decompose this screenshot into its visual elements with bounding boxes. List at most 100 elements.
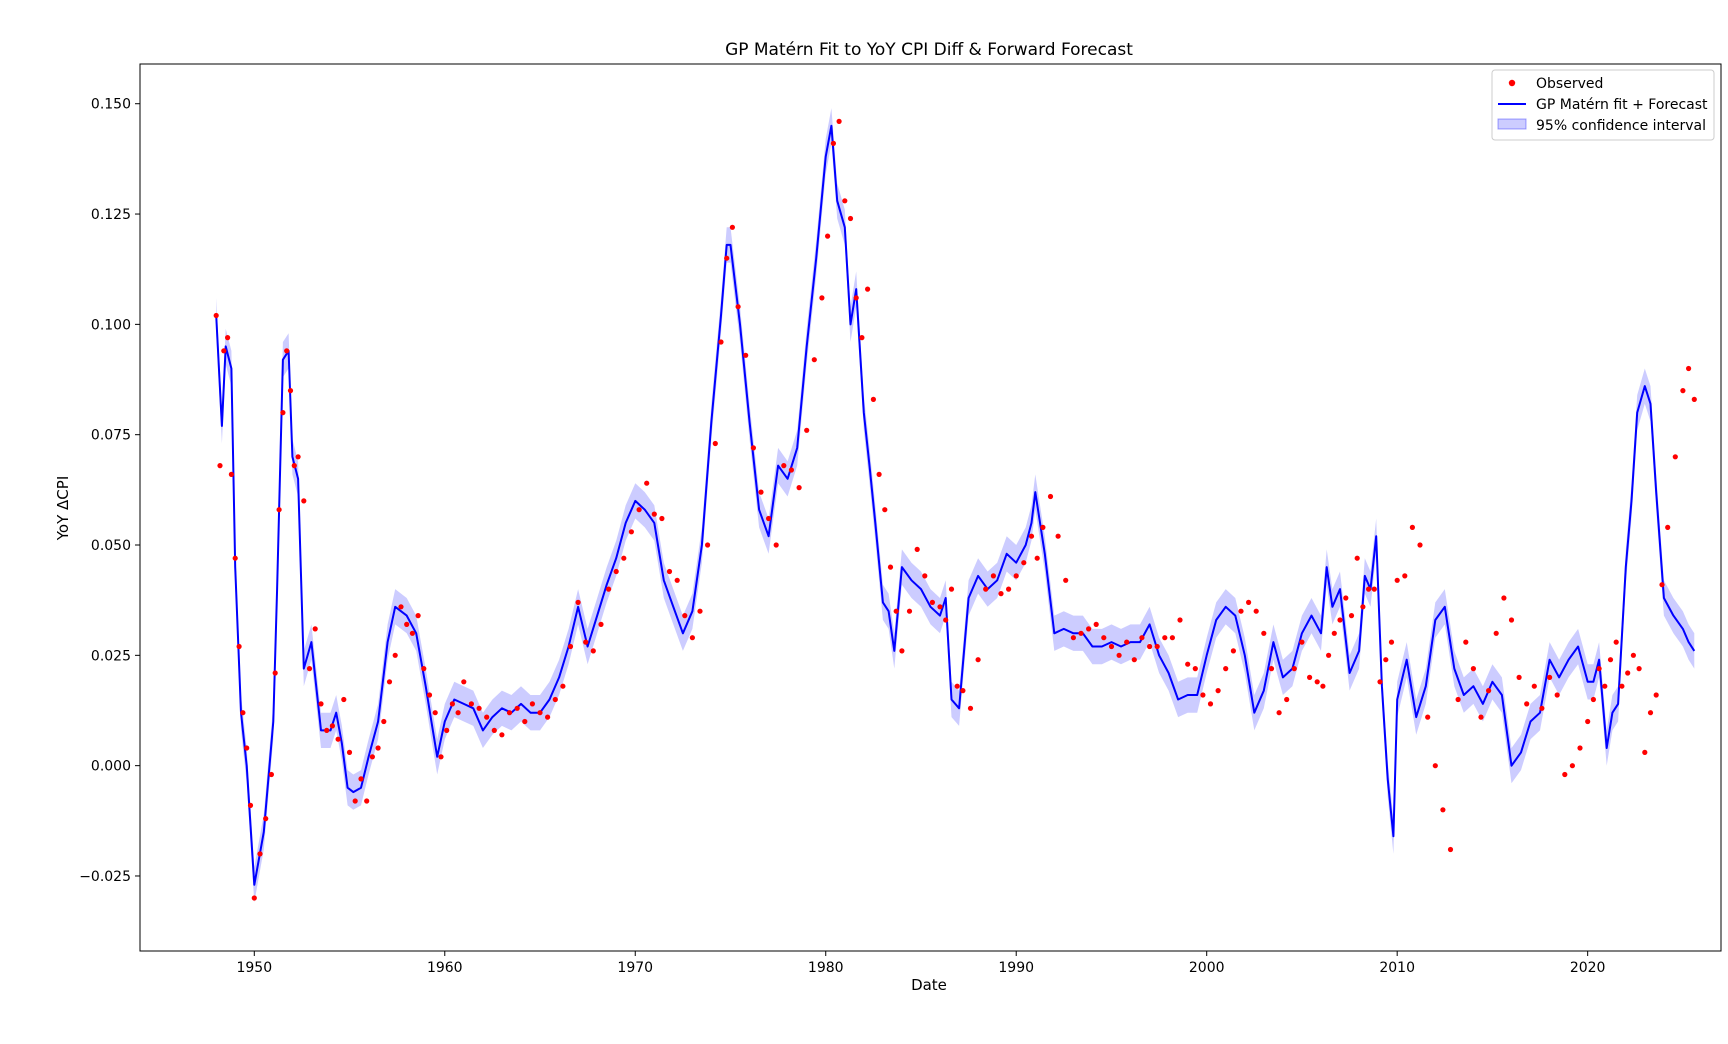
- y-tick-label: −0.025: [79, 869, 131, 885]
- y-tick-label: 0.050: [91, 538, 131, 554]
- observed-point: [1613, 639, 1619, 645]
- x-tick-label: 1960: [427, 960, 463, 976]
- observed-point: [295, 454, 301, 460]
- observed-point: [335, 736, 341, 742]
- observed-point: [906, 608, 913, 614]
- observed-point: [1343, 595, 1349, 601]
- observed-point: [724, 255, 730, 261]
- observed-point: [1432, 763, 1438, 769]
- observed-point: [1047, 493, 1054, 500]
- observed-point: [1647, 710, 1654, 716]
- observed-point: [1371, 586, 1377, 592]
- observed-point: [705, 542, 711, 548]
- observed-point: [263, 816, 269, 822]
- observed-point: [682, 613, 688, 619]
- observed-point: [1093, 621, 1099, 628]
- observed-point: [870, 396, 877, 402]
- observed-point: [1028, 533, 1035, 539]
- observed-point: [358, 776, 364, 782]
- observed-point: [1539, 705, 1545, 711]
- observed-point: [1131, 657, 1137, 663]
- observed-point: [1284, 696, 1290, 703]
- observed-point: [1486, 688, 1492, 694]
- observed-point: [461, 679, 467, 685]
- observed-point: [1215, 688, 1221, 694]
- observed-point: [1366, 586, 1372, 592]
- observed-point: [1562, 771, 1568, 778]
- observed-point: [369, 754, 375, 760]
- observed-point: [1185, 661, 1191, 667]
- observed-point: [1619, 683, 1625, 689]
- observed-point: [975, 657, 981, 663]
- observed-point: [552, 696, 558, 703]
- observed-point: [468, 701, 474, 707]
- observed-point: [522, 718, 528, 725]
- observed-point: [1348, 613, 1355, 619]
- observed-point: [247, 802, 254, 809]
- observed-point: [943, 617, 949, 623]
- observed-point: [575, 599, 581, 606]
- observed-point: [865, 286, 871, 292]
- confidence-band: [216, 108, 1695, 903]
- observed-point: [1508, 617, 1515, 623]
- observed-point: [404, 621, 410, 628]
- observed-point: [1672, 454, 1678, 460]
- observed-point: [291, 463, 297, 469]
- observed-point: [893, 608, 899, 614]
- y-tick-label: 0.000: [91, 759, 131, 775]
- observed-point: [287, 388, 294, 394]
- observed-point: [221, 348, 227, 354]
- observed-point: [899, 648, 905, 654]
- observed-point: [847, 215, 854, 222]
- observed-point: [1307, 674, 1313, 681]
- observed-point: [1063, 577, 1069, 583]
- observed-point: [1253, 608, 1259, 614]
- observed-point: [1207, 701, 1214, 707]
- observed-point: [268, 771, 274, 778]
- observed-point: [1463, 639, 1469, 645]
- observed-point: [499, 732, 505, 738]
- x-tick-label: 1950: [236, 960, 272, 976]
- observed-point: [1223, 666, 1229, 672]
- observed-point: [1291, 666, 1297, 672]
- observed-point: [225, 335, 231, 341]
- observed-point: [251, 895, 257, 901]
- observed-point: [1440, 807, 1446, 813]
- plot-area: [213, 108, 1697, 903]
- observed-point: [346, 749, 353, 756]
- x-axis: 1950 1960 1970 1980 1990 2000 2010 2020: [236, 951, 1605, 976]
- observed-point: [1447, 846, 1454, 853]
- observed-point: [998, 591, 1004, 597]
- observed-point: [1246, 599, 1252, 606]
- observed-point: [628, 529, 635, 535]
- x-tick-label: 2000: [1189, 960, 1225, 976]
- observed-point: [1607, 657, 1614, 663]
- observed-point: [1585, 718, 1591, 725]
- observed-point: [743, 352, 749, 358]
- x-tick-label: 2020: [1570, 960, 1606, 976]
- observed-point: [228, 471, 234, 477]
- observed-point: [1177, 617, 1183, 623]
- observed-point: [882, 507, 888, 513]
- observed-point: [659, 515, 665, 522]
- observed-point: [836, 118, 842, 124]
- observed-point: [1691, 396, 1697, 402]
- observed-point: [1577, 745, 1583, 751]
- observed-point: [1200, 692, 1206, 698]
- observed-point: [644, 480, 650, 486]
- observed-point: [621, 555, 627, 561]
- observed-point: [232, 555, 238, 561]
- observed-point: [735, 304, 741, 310]
- observed-point: [341, 696, 347, 703]
- legend-observed-label: Observed: [1536, 76, 1603, 92]
- observed-point: [1516, 674, 1522, 681]
- observed-point: [960, 688, 966, 694]
- observed-point: [758, 489, 764, 495]
- x-tick-label: 2010: [1379, 960, 1415, 976]
- observed-point: [1625, 670, 1631, 676]
- observed-point: [811, 357, 817, 363]
- observed-point: [1383, 657, 1389, 663]
- chart-title: GP Matérn Fit to YoY CPI Diff & Forward …: [725, 40, 1133, 60]
- observed-point: [651, 511, 657, 517]
- observed-point: [236, 643, 242, 650]
